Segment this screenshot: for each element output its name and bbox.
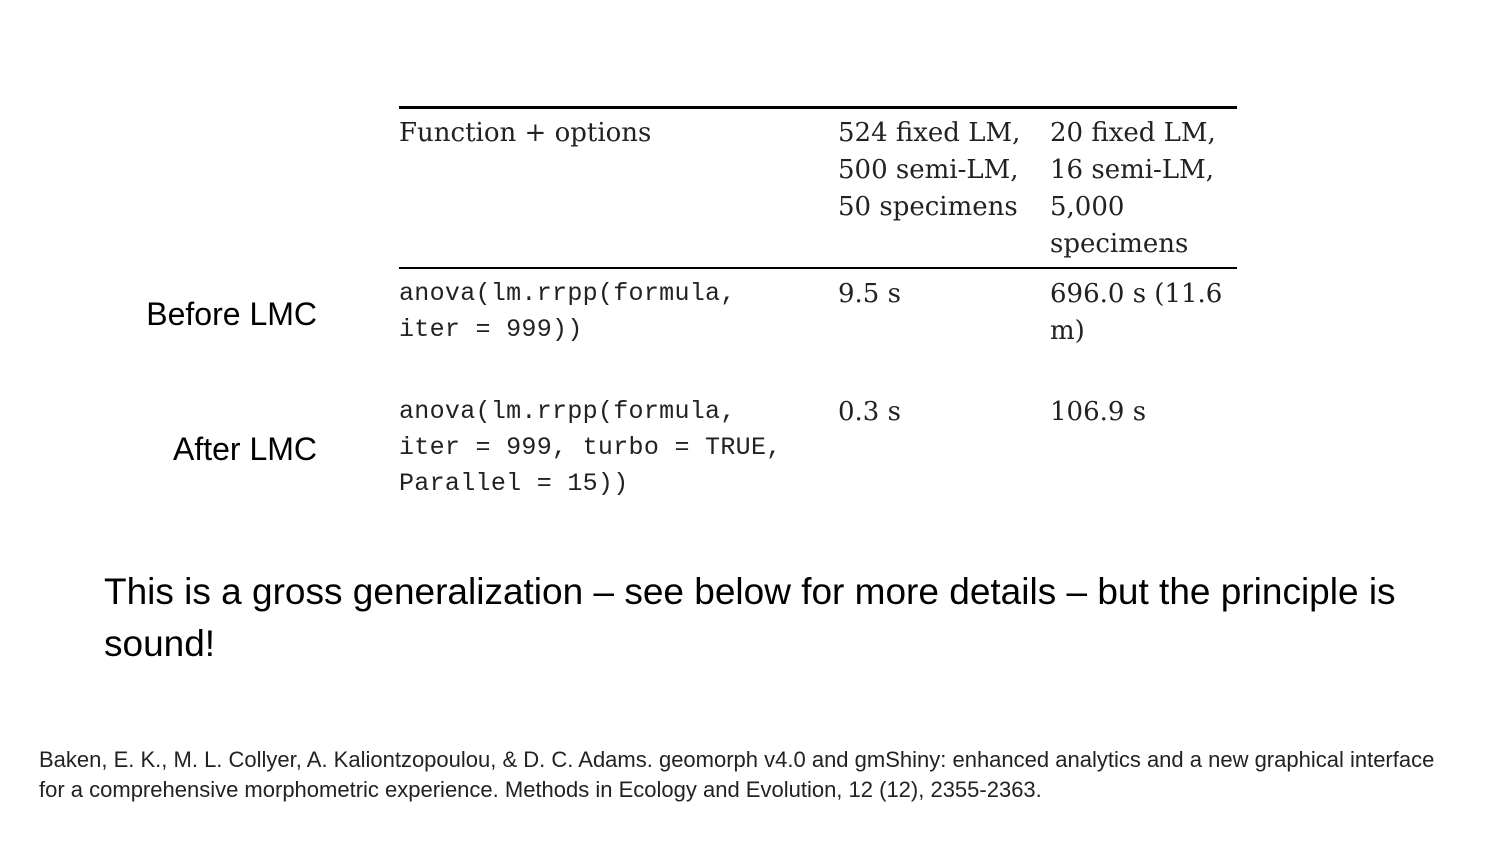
row-label-before-lmc: Before LMC [146,296,317,332]
row-before-function: anova(lm.rrpp(formula, iter = 999)) [399,279,736,344]
row-label-after-lmc: After LMC [172,431,317,467]
row-after-function: anova(lm.rrpp(formula, iter = 999, turbo… [399,397,782,498]
summary-statement: This is a gross generalization – see bel… [104,571,1396,664]
table-header-rule [399,267,1237,269]
row-before-time-dataset-1: 9.5 s [838,279,901,309]
header-dataset-1: 524 fixed LM, 500 semi-LM, 50 specimens [838,118,1021,222]
table-top-rule [399,106,1237,109]
reference-citation: Baken, E. K., M. L. Collyer, A. Kaliontz… [39,747,1435,802]
header-dataset-2: 20 fixed LM, 16 semi-LM, 5,000 specimens [1050,118,1216,259]
row-after-time-dataset-2: 106.9 s [1050,397,1147,427]
row-after-time-dataset-1: 0.3 s [838,397,901,427]
row-before-time-dataset-2: 696.0 s (11.6 m) [1050,279,1223,346]
header-function-options: Function + options [399,118,652,148]
